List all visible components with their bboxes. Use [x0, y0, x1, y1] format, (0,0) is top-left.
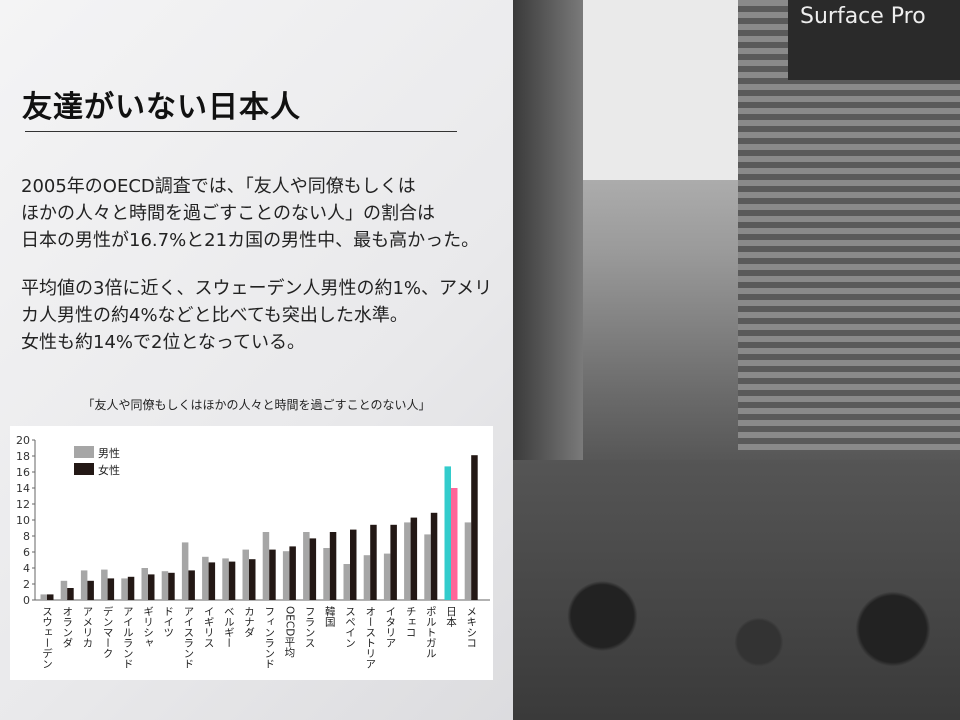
- x-tick-label: カナダ: [243, 606, 255, 638]
- x-tick-label: ギリシャ: [142, 606, 154, 648]
- y-tick-label: 0: [23, 594, 30, 607]
- y-tick-label: 2: [23, 578, 30, 591]
- bar-male: [101, 569, 108, 600]
- bar-male: [242, 549, 249, 600]
- bar-female: [410, 517, 418, 600]
- bar-male: [161, 571, 169, 600]
- bar-female: [148, 574, 155, 600]
- x-tick-label: メキシコ: [465, 606, 477, 648]
- bar-male: [60, 580, 68, 600]
- x-tick-label: アイスランド: [182, 606, 194, 669]
- bar-male: [323, 548, 330, 600]
- bar-female: [430, 512, 438, 600]
- x-tick-label: チェコ: [405, 606, 417, 638]
- bar-female: [329, 532, 337, 600]
- y-tick-label: 20: [16, 434, 30, 447]
- paragraph-comparison: 平均値の3倍に近く、スウェーデン人男性の約1%、アメリ カ人男性の約4%などと比…: [21, 278, 493, 353]
- x-tick-label: OECD平均: [283, 606, 295, 658]
- x-tick-label: フィンランド: [263, 606, 275, 669]
- y-tick-label: 12: [16, 498, 30, 511]
- bar-female: [471, 455, 478, 600]
- paragraph-survey: 2005年のOECD調査では、「友人や同僚もしくは ほかの人々と時間を過ごすこと…: [21, 176, 480, 251]
- x-tick-label: 日本: [445, 606, 457, 628]
- bar-male: [262, 532, 270, 600]
- bar-female: [127, 576, 135, 600]
- chart-svg: 0 2 4 6 8 10 12 14 16 18 20 スウェーデン オランダ アメリカ デンマーク アイルラ…: [16, 434, 490, 669]
- bar-female: [67, 588, 74, 600]
- y-tick-label: 4: [23, 562, 30, 575]
- bar-female: [228, 561, 236, 600]
- bar-male: [464, 522, 472, 600]
- photo-sky: [583, 0, 738, 180]
- bar-male: [202, 556, 209, 600]
- bar-male: [383, 553, 391, 600]
- bar-female: [107, 578, 115, 600]
- bar-male: [343, 564, 350, 600]
- bar-female: [188, 570, 195, 600]
- slide-title: 友達がいない日本人: [22, 90, 301, 125]
- bar-female: [390, 524, 397, 600]
- x-tick-label: 韓国: [324, 606, 336, 628]
- x-tick-label: スウェーデン: [41, 606, 53, 669]
- bar-female: [370, 524, 377, 600]
- bar-male: [121, 578, 128, 600]
- photo-crowd: [513, 460, 960, 720]
- shibuya-crowd-photo: Surface Pro: [513, 0, 960, 720]
- bar-male: [282, 551, 290, 600]
- y-tick-label: 18: [16, 450, 30, 463]
- photo-building-left: [513, 0, 583, 460]
- bar-male: [40, 594, 47, 600]
- bar-female: [47, 594, 54, 600]
- bar-male: [363, 555, 371, 600]
- bar-male: [444, 466, 451, 600]
- legend-swatch: [74, 463, 94, 475]
- x-tick-label: オーストリア: [364, 606, 376, 669]
- bar-male: [303, 532, 310, 600]
- y-tick-label: 16: [16, 466, 30, 479]
- x-tick-label: スペイン: [344, 606, 356, 648]
- bar-male: [404, 522, 411, 600]
- photo-billboard: Surface Pro: [788, 0, 960, 80]
- text-panel: 友達がいない日本人 2005年のOECD調査では、「友人や同僚もしくは ほかの人…: [0, 0, 513, 720]
- x-tick-label: オランダ: [61, 606, 73, 648]
- x-tick-label: アイルランド: [122, 606, 134, 669]
- y-tick-label: 10: [16, 514, 30, 527]
- x-tick-label: フランス: [304, 606, 316, 648]
- bar-female: [309, 538, 317, 600]
- bar-female: [208, 562, 216, 600]
- bar-male: [181, 542, 189, 600]
- x-tick-label: イギリス: [203, 606, 215, 648]
- bar-female: [87, 580, 94, 600]
- chart-caption: 「友人や同僚もしくはほかの人々と時間を過ごすことのない人」: [82, 398, 431, 412]
- bar-female: [451, 488, 458, 600]
- x-tick-label: ポルトガル: [425, 606, 437, 659]
- x-tick-label: アメリカ: [81, 606, 93, 648]
- legend-label: 男性: [98, 446, 120, 460]
- y-tick-label: 8: [23, 530, 30, 543]
- legend-swatch: [74, 446, 94, 458]
- bar-female: [249, 559, 256, 600]
- bar-female: [168, 572, 175, 600]
- bar-female: [289, 546, 296, 600]
- bar-female: [269, 549, 276, 600]
- x-tick-label: デンマーク: [102, 605, 114, 658]
- x-tick-label: ドイツ: [162, 606, 174, 638]
- bar-male: [222, 558, 229, 600]
- title-divider: [25, 131, 457, 132]
- y-tick-label: 14: [16, 482, 30, 495]
- x-tick-label: ベルギー: [223, 606, 235, 648]
- x-tick-label: イタリア: [384, 606, 396, 648]
- bar-chart: 0 2 4 6 8 10 12 14 16 18 20 スウェーデン オランダ アメリカ デンマーク アイルラ…: [10, 426, 493, 680]
- y-tick-label: 6: [23, 546, 30, 559]
- legend-label: 女性: [98, 463, 120, 477]
- bar-male: [80, 570, 88, 600]
- bar-male: [424, 534, 431, 600]
- bar-male: [141, 568, 148, 600]
- bar-female: [350, 529, 357, 600]
